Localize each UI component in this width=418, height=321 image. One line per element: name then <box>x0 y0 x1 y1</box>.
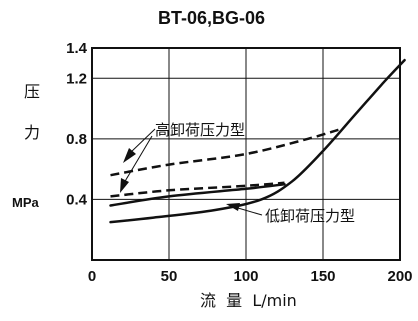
y-tick-label-1: 0.8 <box>66 131 87 148</box>
x-tick-labels: 0 50 100 150 200 <box>88 268 413 285</box>
y-tick-label-2: 1.2 <box>66 70 87 87</box>
series-line-3 <box>109 58 406 224</box>
series-line-0 <box>110 128 339 177</box>
y-tick-labels: 0.4 0.8 1.2 1.4 <box>66 40 88 208</box>
series-group <box>109 58 406 224</box>
chart-title: BT-06,BG-06 <box>158 8 265 28</box>
y-label-char-2: 力 <box>24 123 40 142</box>
series-line-2 <box>109 183 286 207</box>
y-unit: MPa <box>12 195 40 210</box>
annotation-leader-high-1 <box>129 128 156 154</box>
plot-frame <box>91 47 401 261</box>
annotation-leader-low <box>237 207 263 216</box>
x-tick-label-0: 0 <box>88 268 96 285</box>
series-line-1 <box>110 181 285 198</box>
annotation-low-unload: 低卸荷压力型 <box>265 207 355 225</box>
x-tick-label-1: 50 <box>161 268 178 285</box>
y-label-char-1: 压 <box>24 82 40 101</box>
grid <box>92 48 400 260</box>
x-tick-label-4: 200 <box>387 268 412 285</box>
x-tick-label-2: 100 <box>233 268 258 285</box>
x-tick-label-3: 150 <box>310 268 335 285</box>
annotation-arrow-low <box>226 203 240 211</box>
annotation-arrow-high-2 <box>120 178 129 193</box>
x-axis-label: 流 量 L/min <box>200 291 297 310</box>
y-tick-label-0: 0.4 <box>66 191 88 208</box>
annotation-arrow-high-1 <box>123 148 136 163</box>
annotation-high-unload: 高卸荷压力型 <box>155 121 245 139</box>
annotation-leader-high-2 <box>123 135 153 184</box>
y-tick-label-3: 1.4 <box>66 40 88 57</box>
